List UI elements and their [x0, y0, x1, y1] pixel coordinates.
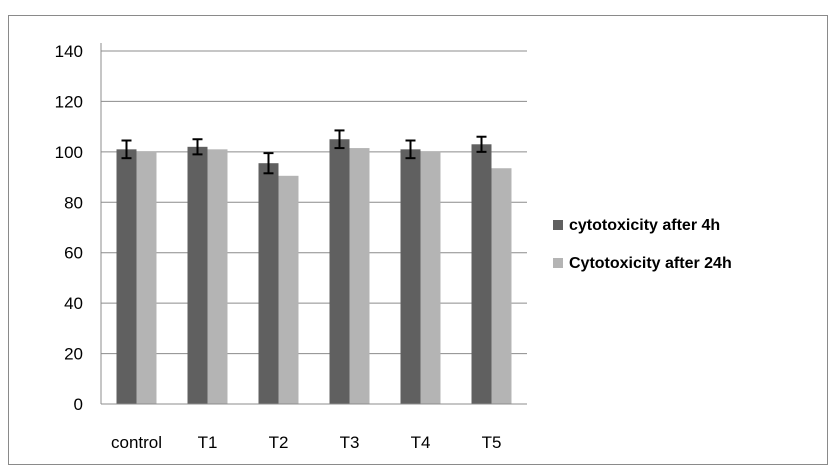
x-tick-label: T3	[340, 433, 360, 452]
y-tick-label: 140	[55, 42, 83, 61]
bar	[258, 163, 279, 404]
bar	[116, 149, 137, 404]
bar	[471, 144, 492, 405]
y-tick-label: 80	[64, 193, 83, 212]
legend-swatch	[553, 220, 563, 230]
x-axis-tick-labels: control T1 T2 T3 T4 T5	[111, 433, 501, 452]
y-tick-label: 0	[74, 395, 83, 414]
legend-label: cytotoxicity after 4h	[569, 217, 720, 234]
legend-swatch	[553, 258, 563, 268]
bar-chart: 0 20 40 60 80 100 120 140 control T1 T2 T3 T4 T5 cyt…	[55, 42, 732, 452]
bars	[116, 139, 512, 405]
bar	[420, 151, 441, 404]
x-tick-label: T4	[411, 433, 431, 452]
x-tick-label: T2	[269, 433, 289, 452]
grid-lines	[101, 50, 527, 355]
bar	[278, 175, 299, 404]
x-tick-label: control	[111, 433, 162, 452]
y-tick-label: 120	[55, 92, 83, 111]
axes	[100, 43, 527, 405]
bar	[491, 168, 512, 404]
legend: cytotoxicity after 4h Cytotoxicity after …	[553, 217, 732, 272]
x-tick-label: T1	[198, 433, 218, 452]
y-tick-label: 20	[64, 345, 83, 364]
bar	[136, 151, 157, 404]
chart-frame: 0 20 40 60 80 100 120 140 control T1 T2 T3 T4 T5 cyt…	[8, 15, 828, 465]
bar	[207, 149, 228, 404]
bar	[349, 148, 370, 404]
y-tick-label: 40	[64, 294, 83, 313]
y-tick-label: 100	[55, 143, 83, 162]
bar	[329, 139, 350, 404]
bar	[187, 146, 208, 405]
y-tick-label: 60	[64, 244, 83, 263]
bar	[400, 149, 421, 404]
x-tick-label: T5	[482, 433, 502, 452]
legend-label: Cytotoxicity after 24h	[569, 255, 732, 272]
error-bars	[121, 129, 487, 175]
y-axis-tick-labels: 0 20 40 60 80 100 120 140	[55, 42, 83, 414]
